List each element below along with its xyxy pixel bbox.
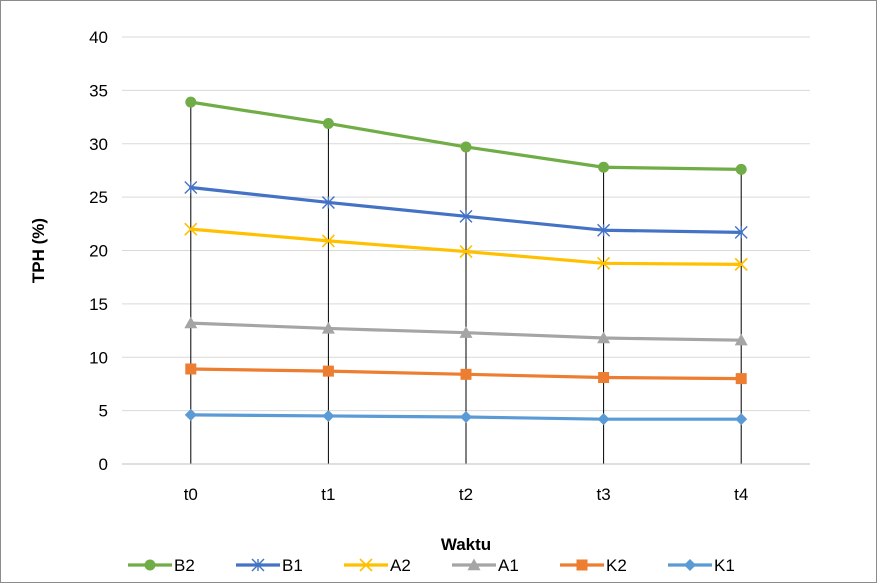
legend-marker-B2 (145, 560, 156, 571)
x-tick-label-t1: t1 (321, 485, 335, 504)
y-tick-label-40: 40 (89, 28, 108, 47)
legend-item-K2: K2 (560, 556, 627, 575)
legend-marker-K1 (684, 559, 696, 571)
legend-label-K1: K1 (714, 556, 735, 575)
point-B2-t4 (736, 164, 747, 175)
y-tick-label-15: 15 (89, 295, 108, 314)
point-K2-t4 (736, 373, 747, 384)
legend-marker-K2 (577, 560, 588, 571)
y-tick-label-10: 10 (89, 348, 108, 367)
y-tick-label-20: 20 (89, 242, 108, 261)
x-tick-labels: t0 t1 t2 t3 t4 (184, 485, 749, 504)
legend-item-B1: B1 (236, 556, 303, 575)
y-tick-label-5: 5 (99, 402, 108, 421)
point-B2-t1 (323, 118, 334, 129)
legend-label-A1: A1 (498, 556, 519, 575)
x-axis-title: Waktu (441, 535, 491, 554)
legend-item-A2: A2 (344, 556, 411, 575)
y-tick-label-0: 0 (99, 455, 108, 474)
x-tick-label-t4: t4 (734, 485, 748, 504)
point-K2-t1 (323, 366, 334, 377)
x-tick-label-t0: t0 (184, 485, 198, 504)
legend-item-B2: B2 (128, 556, 195, 575)
point-K2-t0 (185, 363, 196, 374)
x-tick-label-t3: t3 (597, 485, 611, 504)
point-B2-t2 (461, 141, 472, 152)
y-tick-label-35: 35 (89, 81, 108, 100)
point-K1-t1 (322, 410, 334, 422)
legend-item-K1: K1 (668, 556, 735, 575)
point-K1-t4 (735, 413, 747, 425)
legend-label-B2: B2 (174, 556, 195, 575)
y-tick-label-25: 25 (89, 188, 108, 207)
point-B2-t0 (185, 97, 196, 108)
legend: B2 B1 A2 A1 K2 K1 (128, 556, 735, 575)
legend-label-A2: A2 (390, 556, 411, 575)
point-B2-t3 (598, 162, 609, 173)
series-K1 (185, 409, 747, 425)
y-tick-label-30: 30 (89, 135, 108, 154)
point-K2-t3 (598, 372, 609, 383)
legend-label-K2: K2 (606, 556, 627, 575)
point-K1-t2 (460, 411, 472, 423)
legend-label-B1: B1 (282, 556, 303, 575)
y-axis-title: TPH (%) (29, 218, 48, 283)
x-tick-label-t2: t2 (459, 485, 473, 504)
legend-item-A1: A1 (452, 556, 519, 575)
drop-lines (191, 102, 741, 464)
point-K2-t2 (461, 369, 472, 380)
y-tick-labels: 0 5 10 15 20 25 30 35 40 (89, 28, 108, 474)
point-K1-t3 (598, 413, 610, 425)
